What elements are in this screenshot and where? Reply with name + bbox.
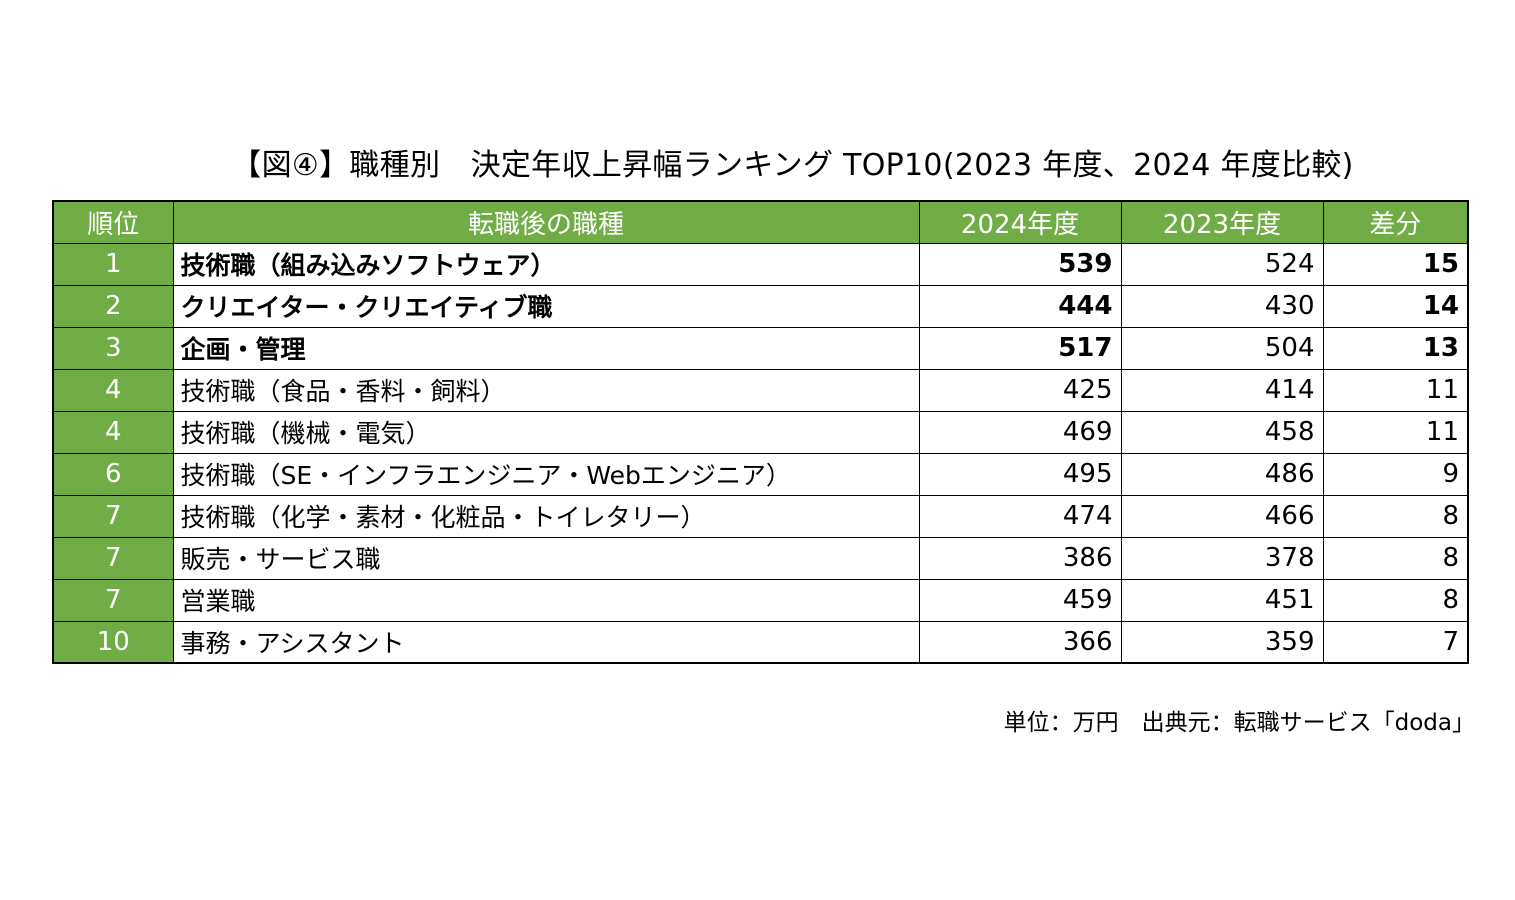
diff-cell: 13 [1322, 326, 1469, 370]
value-2023-cell: 524 [1120, 242, 1324, 286]
value-2024-cell: 539 [918, 242, 1122, 286]
source-note: 単位：万円 出典元：転職サービス「doda」 [1003, 710, 1475, 736]
value-2023-cell: 466 [1120, 494, 1324, 538]
value-2024-cell: 517 [918, 326, 1122, 370]
value-2023-cell: 430 [1120, 284, 1324, 328]
job-cell: 企画・管理 [172, 326, 920, 370]
column-header-2024: 2024年度 [918, 200, 1122, 244]
value-2023-cell: 458 [1120, 410, 1324, 454]
table-row: 7 営業職 459 451 8 [52, 578, 1469, 622]
value-2024-cell: 495 [918, 452, 1122, 496]
column-header-diff: 差分 [1322, 200, 1469, 244]
chart-title: 【図④】職種別 決定年収上昇幅ランキング TOP10(2023 年度、2024 … [231, 148, 1354, 183]
rank-cell: 7 [52, 494, 174, 538]
job-cell: 技術職（SE・インフラエンジニア・Webエンジニア） [172, 452, 920, 496]
value-2023-cell: 414 [1120, 368, 1324, 412]
diff-cell: 14 [1322, 284, 1469, 328]
table-row: 10 事務・アシスタント 366 359 7 [52, 620, 1469, 664]
column-header-job: 転職後の職種 [172, 200, 920, 244]
rank-cell: 4 [52, 368, 174, 412]
rank-cell: 7 [52, 578, 174, 622]
job-cell: 技術職（食品・香料・飼料） [172, 368, 920, 412]
job-cell: 販売・サービス職 [172, 536, 920, 580]
value-2024-cell: 425 [918, 368, 1122, 412]
table-row: 6 技術職（SE・インフラエンジニア・Webエンジニア） 495 486 9 [52, 452, 1469, 496]
diff-cell: 11 [1322, 410, 1469, 454]
job-cell: 技術職（機械・電気） [172, 410, 920, 454]
table-row: 1 技術職（組み込みソフトウェア） 539 524 15 [52, 242, 1469, 286]
value-2024-cell: 474 [918, 494, 1122, 538]
value-2023-cell: 451 [1120, 578, 1324, 622]
column-header-rank: 順位 [52, 200, 174, 244]
column-header-2023: 2023年度 [1120, 200, 1324, 244]
table-row: 7 販売・サービス職 386 378 8 [52, 536, 1469, 580]
value-2024-cell: 386 [918, 536, 1122, 580]
diff-cell: 7 [1322, 620, 1469, 664]
diff-cell: 11 [1322, 368, 1469, 412]
value-2023-cell: 378 [1120, 536, 1324, 580]
diff-cell: 15 [1322, 242, 1469, 286]
rank-cell: 1 [52, 242, 174, 286]
value-2023-cell: 486 [1120, 452, 1324, 496]
job-cell: 事務・アシスタント [172, 620, 920, 664]
rank-cell: 3 [52, 326, 174, 370]
value-2024-cell: 459 [918, 578, 1122, 622]
rank-cell: 2 [52, 284, 174, 328]
rank-cell: 7 [52, 536, 174, 580]
value-2023-cell: 504 [1120, 326, 1324, 370]
table-row: 4 技術職（食品・香料・飼料） 425 414 11 [52, 368, 1469, 412]
diff-cell: 8 [1322, 578, 1469, 622]
job-cell: クリエイター・クリエイティブ職 [172, 284, 920, 328]
ranking-table: 順位 転職後の職種 2024年度 2023年度 差分 1 技術職（組み込みソフトウ… [52, 200, 1469, 664]
table-body: 1 技術職（組み込みソフトウェア） 539 524 15 2 クリエイター・クリエイティブ職… [52, 242, 1469, 664]
value-2024-cell: 366 [918, 620, 1122, 664]
table-row: 2 クリエイター・クリエイティブ職 444 430 14 [52, 284, 1469, 328]
job-cell: 技術職（組み込みソフトウェア） [172, 242, 920, 286]
value-2024-cell: 469 [918, 410, 1122, 454]
job-cell: 技術職（化学・素材・化粧品・トイレタリー） [172, 494, 920, 538]
rank-cell: 4 [52, 410, 174, 454]
rank-cell: 10 [52, 620, 174, 664]
table-row: 3 企画・管理 517 504 13 [52, 326, 1469, 370]
diff-cell: 8 [1322, 536, 1469, 580]
table-row: 4 技術職（機械・電気） 469 458 11 [52, 410, 1469, 454]
table-row: 7 技術職（化学・素材・化粧品・トイレタリー） 474 466 8 [52, 494, 1469, 538]
job-cell: 営業職 [172, 578, 920, 622]
rank-cell: 6 [52, 452, 174, 496]
value-2024-cell: 444 [918, 284, 1122, 328]
diff-cell: 9 [1322, 452, 1469, 496]
header-row: 順位 転職後の職種 2024年度 2023年度 差分 [52, 200, 1469, 244]
value-2023-cell: 359 [1120, 620, 1324, 664]
diff-cell: 8 [1322, 494, 1469, 538]
